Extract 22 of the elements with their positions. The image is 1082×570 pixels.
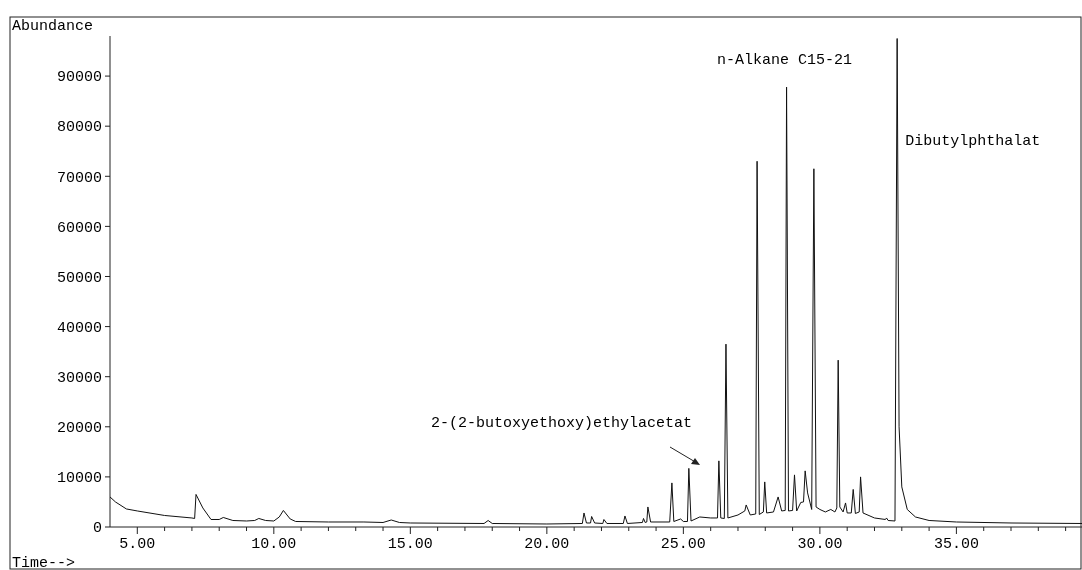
x-tick-label: 10.00 bbox=[251, 536, 297, 553]
annotation: 2-(2-butoxyethoxy)ethylacetat bbox=[430, 415, 692, 432]
y-tick-label: 50000 bbox=[56, 269, 102, 287]
y-tick-label: 40000 bbox=[56, 319, 102, 337]
x-tick-label: 20.00 bbox=[524, 536, 570, 553]
y-tick-label: 0 bbox=[92, 520, 102, 538]
y-tick-label: 70000 bbox=[56, 169, 102, 187]
y-tick-label: 10000 bbox=[56, 470, 102, 488]
y-tick-label: 90000 bbox=[56, 69, 102, 87]
x-tick-label: 30.00 bbox=[797, 536, 843, 553]
y-axis-title: Abundance bbox=[12, 18, 94, 35]
y-tick-label: 30000 bbox=[56, 369, 102, 387]
y-tick-label: 80000 bbox=[56, 119, 102, 137]
annotation: Dibutylphthalat bbox=[905, 133, 1041, 150]
annotation: n-Alkane C15-21 bbox=[716, 52, 852, 69]
y-tick-label: 60000 bbox=[56, 219, 102, 237]
x-axis-title: Time--> bbox=[12, 555, 76, 570]
x-tick-label: 5.00 bbox=[119, 536, 156, 553]
x-tick-label: 35.00 bbox=[933, 536, 979, 553]
x-tick-label: 25.00 bbox=[660, 536, 706, 553]
y-tick-label: 20000 bbox=[56, 420, 102, 438]
x-tick-label: 15.00 bbox=[387, 536, 433, 553]
